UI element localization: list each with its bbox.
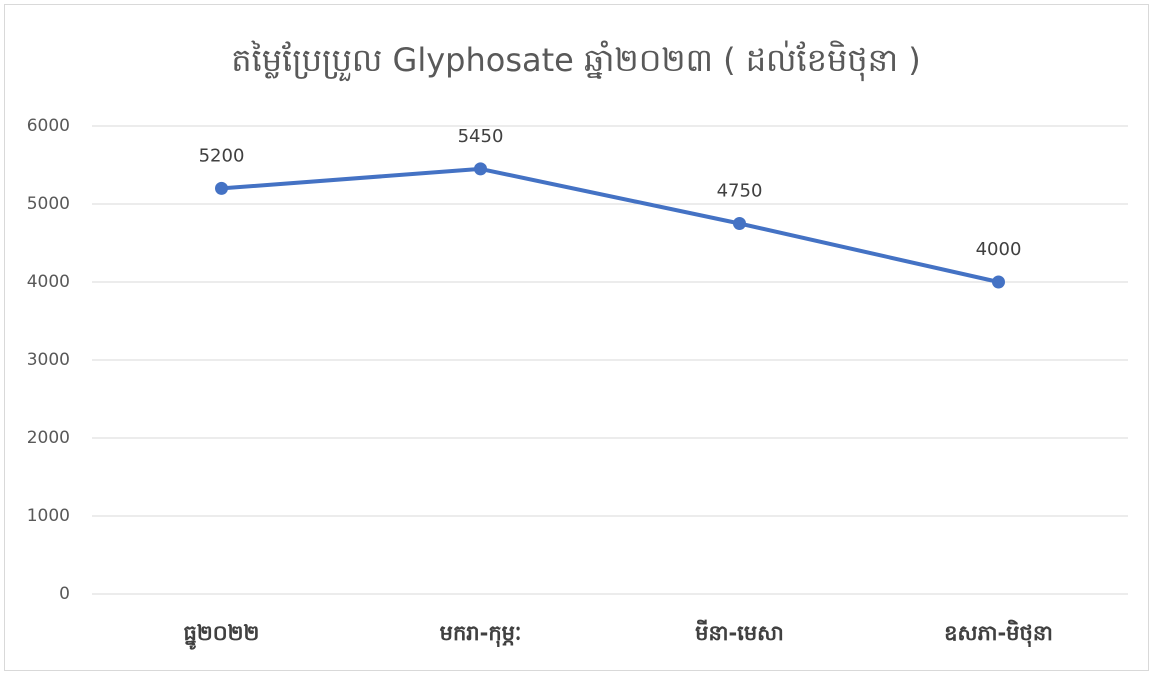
point	[733, 217, 746, 230]
y-tick-label: 1000	[27, 506, 70, 526]
x-tick-label: មករា-កុម្ភៈ	[440, 621, 522, 648]
chart-title: តម្លៃប្រែប្រួល Glyphosate ឆ្នាំ២០២៣ ( ដល…	[231, 40, 920, 82]
y-tick-label: 3000	[27, 350, 70, 370]
data-label: 5200	[199, 145, 245, 166]
y-tick-label: 4000	[27, 272, 70, 292]
line	[221, 166, 999, 284]
y-tick-label: 5000	[27, 194, 70, 214]
chart-border	[4, 4, 1149, 671]
y-tick-label: 6000	[27, 116, 70, 136]
point	[474, 162, 487, 176]
x-tick-label: មីនា-មេសា	[695, 619, 784, 645]
point	[992, 275, 1005, 289]
data-label: 4000	[976, 239, 1022, 260]
x-tick-label: ឧសភា-មិថុនា	[944, 619, 1053, 648]
point	[215, 181, 228, 195]
data-label: 4750	[717, 181, 763, 202]
y-tick-label: 0	[59, 584, 70, 604]
y-tick-label: 2000	[27, 428, 70, 448]
data-label: 5450	[458, 126, 504, 147]
